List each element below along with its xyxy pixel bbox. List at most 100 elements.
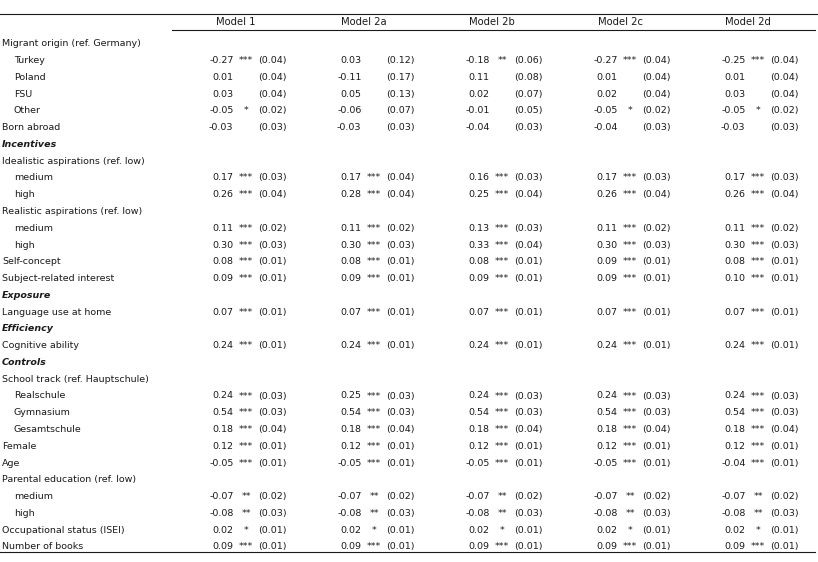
Text: ***: *** [751, 425, 766, 434]
Text: ***: *** [623, 459, 637, 468]
Text: 0.25: 0.25 [469, 190, 489, 199]
Text: (0.03): (0.03) [258, 408, 286, 417]
Text: -0.07: -0.07 [721, 492, 745, 501]
Text: Female: Female [2, 442, 36, 451]
Text: (0.03): (0.03) [770, 241, 798, 250]
Text: (0.03): (0.03) [642, 408, 671, 417]
Text: (0.02): (0.02) [386, 224, 414, 233]
Text: (0.04): (0.04) [770, 73, 798, 82]
Text: -0.05: -0.05 [465, 459, 489, 468]
Text: 0.07: 0.07 [469, 307, 489, 316]
Text: (0.01): (0.01) [642, 442, 670, 451]
Text: (0.01): (0.01) [770, 307, 798, 316]
Text: ***: *** [239, 307, 254, 316]
Text: *: * [372, 525, 376, 534]
Text: 0.12: 0.12 [213, 442, 233, 451]
Text: (0.01): (0.01) [258, 341, 286, 350]
Text: -0.04: -0.04 [593, 123, 618, 132]
Text: 0.24: 0.24 [213, 392, 233, 401]
Text: (0.04): (0.04) [514, 241, 542, 250]
Text: ***: *** [751, 224, 766, 233]
Text: 0.02: 0.02 [725, 525, 745, 534]
Text: ***: *** [367, 442, 381, 451]
Text: 0.24: 0.24 [469, 341, 489, 350]
Text: ***: *** [239, 224, 254, 233]
Text: (0.03): (0.03) [770, 408, 798, 417]
Text: 0.17: 0.17 [725, 174, 745, 183]
Text: 0.18: 0.18 [469, 425, 489, 434]
Text: 0.30: 0.30 [596, 241, 618, 250]
Text: 0.54: 0.54 [469, 408, 489, 417]
Text: ***: *** [367, 542, 381, 551]
Text: ***: *** [751, 442, 766, 451]
Text: ***: *** [495, 459, 510, 468]
Text: 0.09: 0.09 [469, 274, 489, 283]
Text: medium: medium [14, 224, 53, 233]
Text: high: high [14, 190, 34, 199]
Text: (0.01): (0.01) [642, 307, 670, 316]
Text: Subject-related interest: Subject-related interest [2, 274, 115, 283]
Text: medium: medium [14, 492, 53, 501]
Text: -0.05: -0.05 [209, 106, 233, 115]
Text: 0.03: 0.03 [724, 89, 745, 98]
Text: 0.24: 0.24 [469, 392, 489, 401]
Text: -0.27: -0.27 [209, 56, 233, 65]
Text: ***: *** [623, 257, 637, 266]
Text: ***: *** [367, 257, 381, 266]
Text: ***: *** [239, 442, 254, 451]
Text: (0.01): (0.01) [642, 274, 670, 283]
Text: (0.04): (0.04) [770, 425, 798, 434]
Text: 0.09: 0.09 [213, 274, 233, 283]
Text: 0.09: 0.09 [340, 542, 362, 551]
Text: ***: *** [239, 174, 254, 183]
Text: Self-concept: Self-concept [2, 257, 61, 266]
Text: (0.01): (0.01) [642, 525, 670, 534]
Text: -0.04: -0.04 [465, 123, 489, 132]
Text: -0.03: -0.03 [337, 123, 362, 132]
Text: *: * [756, 106, 761, 115]
Text: ***: *** [623, 542, 637, 551]
Text: (0.03): (0.03) [514, 174, 542, 183]
Text: (0.01): (0.01) [642, 341, 670, 350]
Text: 0.07: 0.07 [213, 307, 233, 316]
Text: (0.01): (0.01) [258, 525, 286, 534]
Text: -0.04: -0.04 [721, 459, 745, 468]
Text: -0.06: -0.06 [337, 106, 362, 115]
Text: (0.01): (0.01) [514, 542, 542, 551]
Text: (0.03): (0.03) [642, 241, 671, 250]
Text: (0.02): (0.02) [258, 492, 286, 501]
Text: 0.10: 0.10 [725, 274, 745, 283]
Text: ***: *** [623, 274, 637, 283]
Text: Model 1: Model 1 [216, 17, 256, 27]
Text: 0.24: 0.24 [596, 392, 618, 401]
Text: 0.02: 0.02 [213, 525, 233, 534]
Text: ***: *** [623, 408, 637, 417]
Text: 0.17: 0.17 [213, 174, 233, 183]
Text: 0.12: 0.12 [469, 442, 489, 451]
Text: (0.04): (0.04) [386, 190, 414, 199]
Text: Model 2d: Model 2d [725, 17, 771, 27]
Text: 0.18: 0.18 [725, 425, 745, 434]
Text: 0.08: 0.08 [340, 257, 362, 266]
Text: ***: *** [239, 56, 254, 65]
Text: (0.01): (0.01) [258, 274, 286, 283]
Text: 0.05: 0.05 [340, 89, 362, 98]
Text: Realistic aspirations (ref. low): Realistic aspirations (ref. low) [2, 207, 142, 216]
Text: Model 2a: Model 2a [341, 17, 387, 27]
Text: (0.04): (0.04) [642, 56, 670, 65]
Text: 0.09: 0.09 [596, 542, 618, 551]
Text: 0.30: 0.30 [340, 241, 362, 250]
Text: (0.04): (0.04) [258, 73, 286, 82]
Text: (0.04): (0.04) [258, 425, 286, 434]
Text: -0.07: -0.07 [465, 492, 489, 501]
Text: FSU: FSU [14, 89, 32, 98]
Text: 0.26: 0.26 [596, 190, 618, 199]
Text: 0.26: 0.26 [725, 190, 745, 199]
Text: ***: *** [495, 257, 510, 266]
Text: (0.02): (0.02) [642, 224, 670, 233]
Text: **: ** [753, 509, 763, 518]
Text: (0.04): (0.04) [770, 89, 798, 98]
Text: (0.01): (0.01) [642, 257, 670, 266]
Text: (0.01): (0.01) [642, 542, 670, 551]
Text: (0.03): (0.03) [514, 408, 542, 417]
